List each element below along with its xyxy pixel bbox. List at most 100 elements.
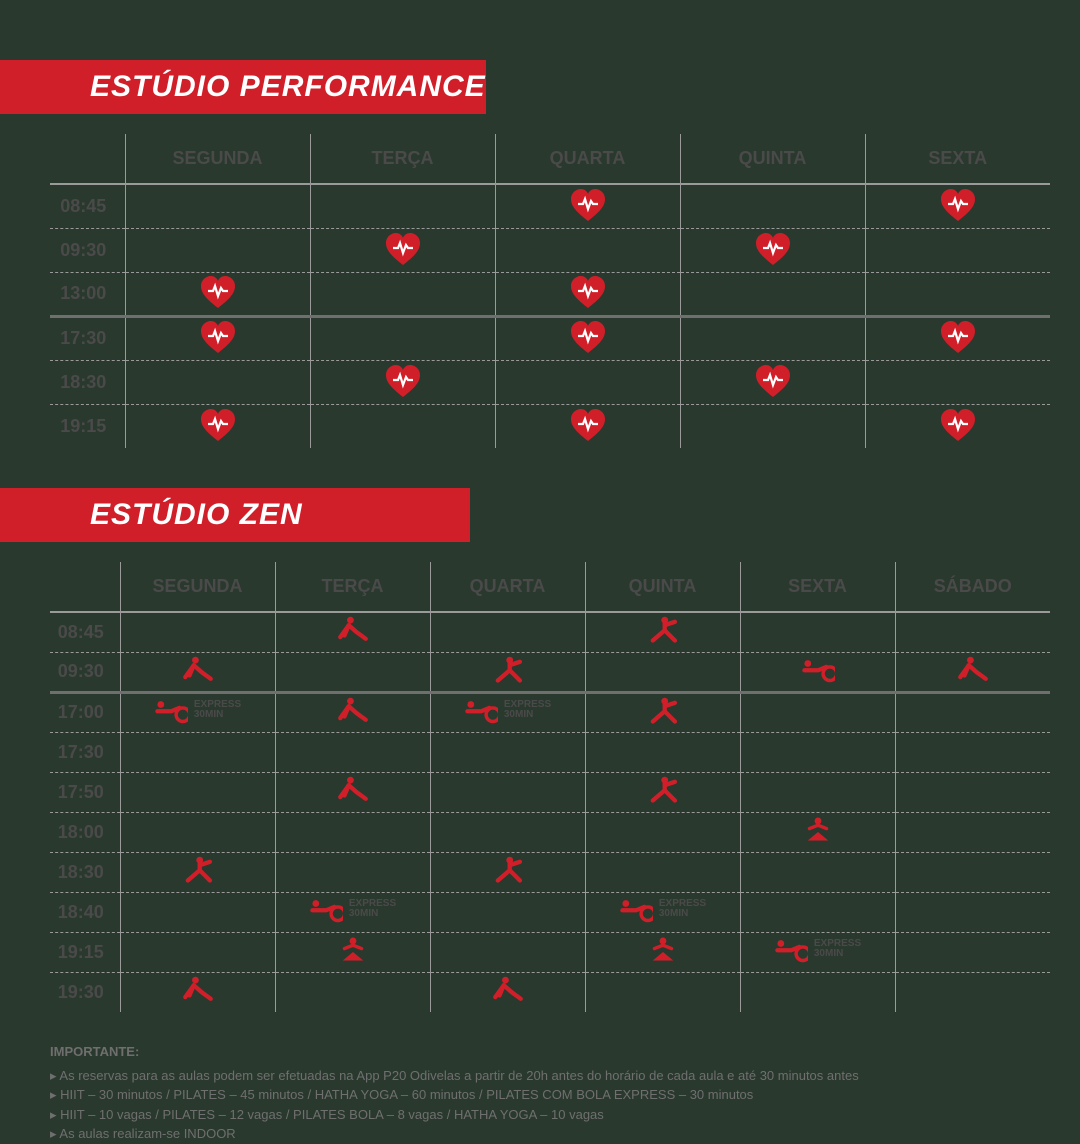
day-header: SÁBADO xyxy=(895,562,1050,612)
footer-notes: IMPORTANTE: ▸ As reservas para as aulas … xyxy=(50,1042,1080,1144)
stretch-icon xyxy=(646,696,680,725)
day-header: TERÇA xyxy=(310,134,495,184)
schedule-row: 17:00 EXPRESS30MIN EXPRESS30MIN xyxy=(50,692,1050,732)
slot-cell xyxy=(275,812,430,852)
performance-schedule-table: SEGUNDATERÇAQUARTAQUINTASEXTA08:4509:301… xyxy=(50,134,1050,448)
day-header: TERÇA xyxy=(275,562,430,612)
schedule-row: 18:30 xyxy=(50,852,1050,892)
time-cell: 17:00 xyxy=(50,692,120,732)
footer-heading: IMPORTANTE: xyxy=(50,1042,1080,1062)
slot-cell xyxy=(680,404,865,448)
slot-cell xyxy=(275,692,430,732)
slot-cell: EXPRESS30MIN xyxy=(430,692,585,732)
heart-icon xyxy=(198,274,238,308)
slot-cell xyxy=(120,652,275,692)
express-tag: EXPRESS30MIN xyxy=(659,899,706,919)
slot-cell xyxy=(895,972,1050,1012)
express-tag: EXPRESS30MIN xyxy=(194,700,241,720)
slot-cell xyxy=(310,360,495,404)
slot-cell xyxy=(680,272,865,316)
slot-cell xyxy=(125,228,310,272)
stretch-icon xyxy=(646,615,680,644)
slot-cell xyxy=(895,772,1050,812)
slot-cell xyxy=(895,892,1050,932)
footer-line: ▸ As aulas realizam-se INDOOR xyxy=(50,1124,1080,1144)
slot-cell: EXPRESS30MIN xyxy=(585,892,740,932)
day-header: QUARTA xyxy=(495,134,680,184)
stretch-icon xyxy=(491,855,525,884)
time-cell: 09:30 xyxy=(50,652,120,692)
slot-cell xyxy=(585,852,740,892)
slot-cell xyxy=(585,692,740,732)
slot-cell xyxy=(275,972,430,1012)
schedule-row: 13:00 xyxy=(50,272,1050,316)
slot-cell xyxy=(680,228,865,272)
slot-cell xyxy=(740,852,895,892)
slot-cell xyxy=(120,772,275,812)
slot-cell xyxy=(120,892,275,932)
slot-cell xyxy=(120,932,275,972)
day-header: QUARTA xyxy=(430,562,585,612)
slot-cell xyxy=(740,772,895,812)
heart-icon xyxy=(568,187,608,221)
slot-cell xyxy=(865,184,1050,228)
time-cell: 19:30 xyxy=(50,972,120,1012)
heart-icon xyxy=(568,319,608,353)
schedule-row: 18:00 xyxy=(50,812,1050,852)
ball-icon xyxy=(309,895,343,924)
slot-cell xyxy=(740,612,895,652)
slot-cell xyxy=(740,892,895,932)
schedule-row: 18:40EXPRESS30MINEXPRESS30MIN xyxy=(50,892,1050,932)
schedule-row: 09:30 xyxy=(50,228,1050,272)
ball-icon xyxy=(464,696,498,725)
slot-cell xyxy=(310,184,495,228)
slot-cell xyxy=(585,812,740,852)
heart-icon xyxy=(383,363,423,397)
time-cell: 17:30 xyxy=(50,732,120,772)
slot-cell xyxy=(310,316,495,360)
slot-cell xyxy=(585,732,740,772)
slot-cell xyxy=(495,404,680,448)
heart-icon xyxy=(938,319,978,353)
slot-cell xyxy=(430,652,585,692)
schedule-row: 09:30 xyxy=(50,652,1050,692)
slot-cell: EXPRESS30MIN xyxy=(120,692,275,732)
slot-cell xyxy=(585,612,740,652)
pilates-icon xyxy=(336,615,370,644)
express-tag: EXPRESS30MIN xyxy=(349,899,396,919)
heart-icon xyxy=(198,407,238,441)
pilates-icon xyxy=(336,775,370,804)
slot-cell: EXPRESS30MIN xyxy=(275,892,430,932)
ball-icon xyxy=(619,895,653,924)
yoga-icon xyxy=(646,935,680,964)
slot-cell xyxy=(680,316,865,360)
schedule-row: 17:30 xyxy=(50,316,1050,360)
yoga-icon xyxy=(336,935,370,964)
footer-line: ▸ HIIT – 30 minutos / PILATES – 45 minut… xyxy=(50,1085,1080,1105)
slot-cell xyxy=(495,360,680,404)
slot-cell xyxy=(430,892,585,932)
pilates-icon xyxy=(181,975,215,1004)
slot-cell xyxy=(585,772,740,812)
slot-cell xyxy=(865,316,1050,360)
slot-cell: EXPRESS30MIN xyxy=(740,932,895,972)
slot-cell xyxy=(120,812,275,852)
slot-cell xyxy=(310,272,495,316)
pilates-icon xyxy=(491,975,525,1004)
slot-cell xyxy=(895,652,1050,692)
slot-cell xyxy=(430,812,585,852)
express-tag: EXPRESS30MIN xyxy=(504,700,551,720)
slot-cell xyxy=(430,732,585,772)
stretch-icon xyxy=(491,655,525,684)
slot-cell xyxy=(680,184,865,228)
time-cell: 19:15 xyxy=(50,404,125,448)
slot-cell xyxy=(895,932,1050,972)
slot-cell xyxy=(275,852,430,892)
slot-cell xyxy=(895,812,1050,852)
stretch-icon xyxy=(646,775,680,804)
slot-cell xyxy=(125,272,310,316)
slot-cell xyxy=(120,852,275,892)
time-cell: 17:50 xyxy=(50,772,120,812)
day-header: SEXTA xyxy=(740,562,895,612)
slot-cell xyxy=(495,272,680,316)
